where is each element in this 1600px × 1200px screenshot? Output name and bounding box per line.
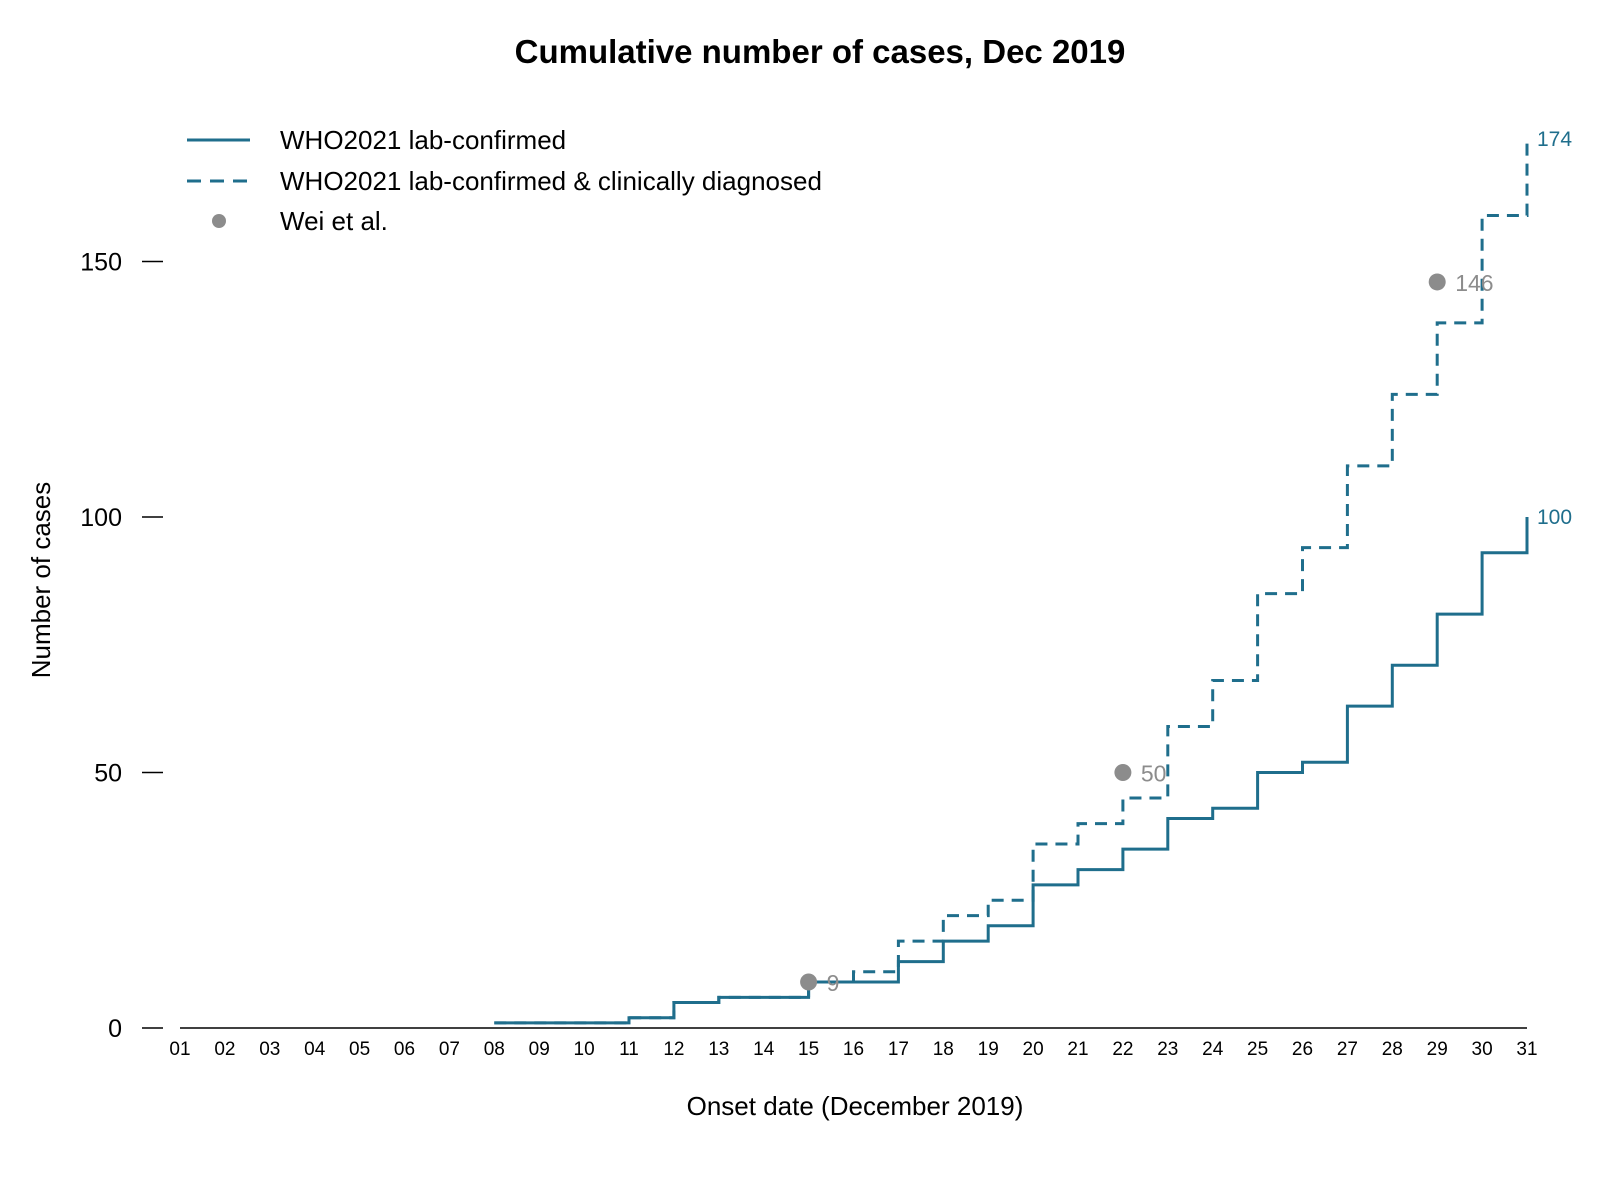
x-tick-label: 24 — [1202, 1039, 1224, 1060]
x-tick-label: 04 — [304, 1039, 326, 1060]
legend-label-wei: Wei et al. — [280, 206, 388, 236]
x-tick-label: 03 — [259, 1039, 280, 1060]
x-tick-label: 29 — [1427, 1039, 1448, 1060]
series-end-label: 100 — [1537, 506, 1572, 529]
legend-label-lab-confirmed: WHO2021 lab-confirmed — [280, 125, 566, 155]
legend-swatch-wei — [212, 214, 226, 228]
y-axis-label: Number of cases — [26, 482, 56, 679]
x-tick-label: 10 — [574, 1039, 595, 1060]
x-tick-label: 31 — [1516, 1039, 1537, 1060]
wei-data-label: 146 — [1455, 270, 1493, 296]
x-axis-label: Onset date (December 2019) — [687, 1091, 1024, 1121]
x-tick-label: 17 — [888, 1039, 909, 1060]
wei-data-label: 50 — [1141, 761, 1167, 787]
x-tick-label: 19 — [978, 1039, 999, 1060]
plot-area: 100 174 9 50 146 — [494, 128, 1572, 1025]
legend-label-clinically-diagnosed: WHO2021 lab-confirmed & clinically diagn… — [280, 166, 822, 196]
y-tick-label: 100 — [80, 504, 122, 532]
x-tick-label: 20 — [1023, 1039, 1044, 1060]
x-tick-label: 16 — [843, 1039, 864, 1060]
x-tick-label: 25 — [1247, 1039, 1268, 1060]
x-tick-label: 27 — [1337, 1039, 1358, 1060]
legend: WHO2021 lab-confirmed WHO2021 lab-confir… — [187, 125, 822, 236]
x-tick-label: 08 — [484, 1039, 505, 1060]
x-tick-label: 13 — [708, 1039, 729, 1060]
y-tick-label: 50 — [94, 760, 122, 788]
x-tick-label: 11 — [619, 1039, 639, 1060]
y-axis: 0 50 100 150 — [80, 249, 163, 1043]
x-tick-label: 14 — [753, 1039, 775, 1060]
wei-data-point — [1428, 273, 1446, 291]
x-tick-label: 12 — [663, 1039, 684, 1060]
x-tick-label: 28 — [1382, 1039, 1403, 1060]
x-tick-label: 23 — [1157, 1039, 1178, 1060]
x-tick-label: 18 — [933, 1039, 954, 1060]
series-line-lab-confirmed — [494, 517, 1529, 1025]
wei-data-point — [800, 973, 818, 991]
x-tick-label: 07 — [439, 1039, 460, 1060]
x-tick-label: 26 — [1292, 1039, 1313, 1060]
y-tick-label: 0 — [108, 1015, 122, 1043]
wei-data-point — [1114, 764, 1132, 781]
wei-data-label: 9 — [827, 970, 840, 996]
x-tick-label: 02 — [214, 1039, 235, 1060]
x-tick-label: 15 — [798, 1039, 819, 1060]
series-end-label: 174 — [1537, 128, 1572, 151]
chart-title: Cumulative number of cases, Dec 2019 — [515, 33, 1126, 70]
y-tick-label: 150 — [80, 249, 122, 277]
x-tick-label: 06 — [394, 1039, 415, 1060]
x-tick-label: 09 — [529, 1039, 550, 1060]
x-tick-label: 30 — [1472, 1039, 1493, 1060]
x-tick-label: 22 — [1112, 1039, 1133, 1060]
x-tick-label: 01 — [169, 1039, 190, 1060]
x-axis: 01 02 03 04 05 06 07 08 09 10 11 12 13 14 15 16 17 18 19 20… — [169, 1027, 1538, 1060]
x-tick-label: 21 — [1067, 1039, 1088, 1060]
series-line-clinically-diagnosed — [494, 138, 1529, 1025]
x-tick-label: 05 — [349, 1039, 370, 1060]
